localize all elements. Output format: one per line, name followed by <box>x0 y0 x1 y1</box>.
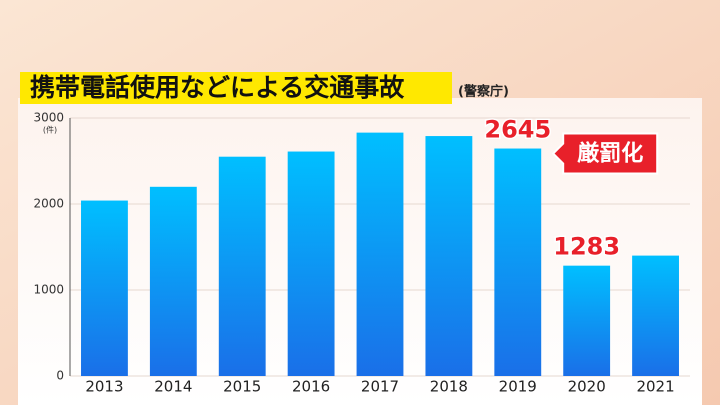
chart-title: 携帯電話使用などによる交通事故 <box>30 73 405 102</box>
x-tick-label: 2017 <box>361 378 399 396</box>
bar <box>563 265 611 376</box>
unit-label: (件) <box>43 125 57 135</box>
value-label: 2645 <box>484 116 551 144</box>
annotation: 厳罰化 <box>577 141 643 167</box>
bar <box>494 148 542 376</box>
x-tick-label: 2019 <box>499 378 537 396</box>
bar <box>287 151 335 376</box>
y-tick-label: 1000 <box>33 283 64 297</box>
source: (警察庁) <box>458 84 509 100</box>
x-tick-label: 2013 <box>85 378 123 396</box>
y-tick-label: 2000 <box>33 197 64 211</box>
y-tick-label: 3000 <box>33 111 64 125</box>
bar <box>425 136 473 376</box>
bar <box>356 132 404 376</box>
title-highlight <box>20 72 452 104</box>
y-tick-label: 0 <box>56 369 64 383</box>
x-tick-label: 2015 <box>223 378 261 396</box>
bar <box>149 186 197 376</box>
value-label: 1283 <box>553 233 620 261</box>
x-tick-label: 2016 <box>292 378 330 396</box>
x-tick-label: 2020 <box>568 378 606 396</box>
annotation-box <box>551 132 659 175</box>
bar <box>81 200 128 376</box>
x-tick-label: 2021 <box>636 378 674 396</box>
x-tick-label: 2018 <box>430 378 468 396</box>
bar <box>632 255 679 376</box>
bar <box>218 156 266 376</box>
x-tick-label: 2014 <box>154 378 192 396</box>
